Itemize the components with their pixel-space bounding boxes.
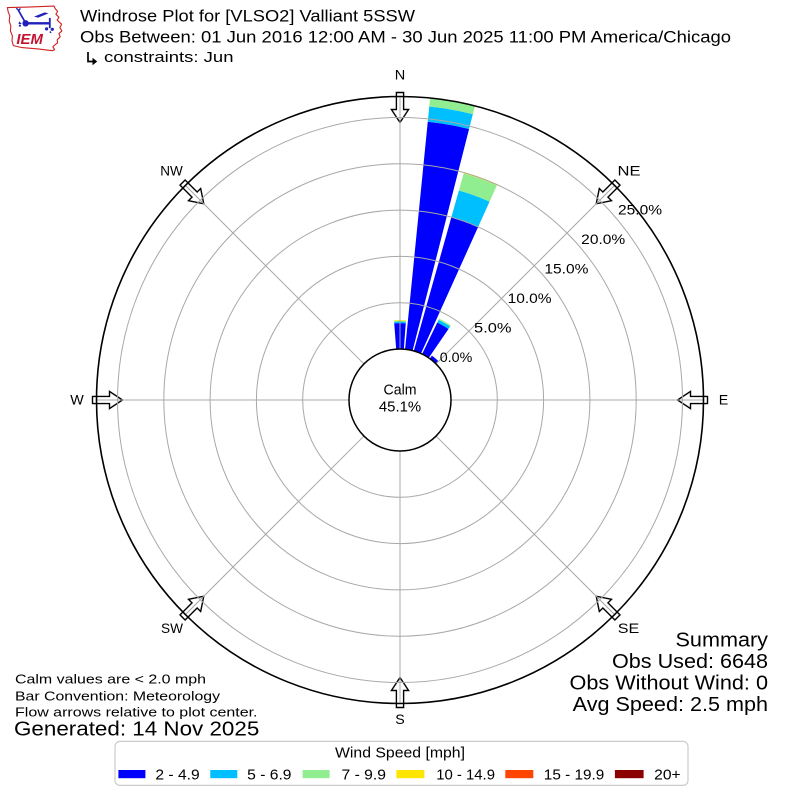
svg-text:constraints: Jun: constraints: Jun [104,49,234,66]
svg-text:20+: 20+ [654,767,681,784]
svg-text:Calm values are < 2.0 mph: Calm values are < 2.0 mph [15,672,206,687]
svg-text:15.0%: 15.0% [544,261,588,276]
svg-text:0.0%: 0.0% [440,350,473,365]
svg-text:Bar Convention: Meteorology: Bar Convention: Meteorology [15,689,221,704]
svg-text:Obs Between: 01 Jun 2016 12:00: Obs Between: 01 Jun 2016 12:00 AM - 30 J… [80,29,731,47]
svg-text:2 - 4.9: 2 - 4.9 [155,767,199,784]
svg-text:N: N [395,66,406,82]
svg-text:Avg Speed: 2.5 mph: Avg Speed: 2.5 mph [573,694,768,716]
svg-text:W: W [70,391,84,407]
svg-text:E: E [719,391,729,407]
svg-text:45.1%: 45.1% [379,399,421,416]
svg-text:Generated: 14 Nov 2025: Generated: 14 Nov 2025 [14,719,259,741]
svg-text:10.0%: 10.0% [508,291,552,306]
svg-text:Calm: Calm [384,382,417,399]
svg-text:S: S [395,711,405,727]
svg-text:5 - 6.9: 5 - 6.9 [247,767,291,784]
svg-text:5.0%: 5.0% [474,320,512,335]
svg-text:25.0%: 25.0% [618,202,662,217]
svg-text:IEM: IEM [16,31,43,48]
svg-text:Summary: Summary [676,630,769,652]
svg-text:Flow arrows relative to plot c: Flow arrows relative to plot center. [15,705,258,720]
svg-text:7 - 9.9: 7 - 9.9 [342,767,387,784]
svg-text:10 - 14.9: 10 - 14.9 [436,767,495,784]
svg-text:Wind Speed [mph]: Wind Speed [mph] [335,746,465,762]
svg-text:15 - 19.9: 15 - 19.9 [544,767,605,784]
svg-text:SE: SE [618,620,640,636]
svg-text:Obs Used: 6648: Obs Used: 6648 [612,651,768,673]
svg-text:Obs Without Wind: 0: Obs Without Wind: 0 [570,673,769,695]
svg-text:20.0%: 20.0% [581,232,625,247]
svg-text:Windrose Plot for [VLSO2] Vall: Windrose Plot for [VLSO2] Valliant 5SSW [80,8,415,26]
svg-text:SW: SW [161,620,184,636]
svg-text:NE: NE [618,162,641,178]
svg-text:NW: NW [160,162,183,178]
